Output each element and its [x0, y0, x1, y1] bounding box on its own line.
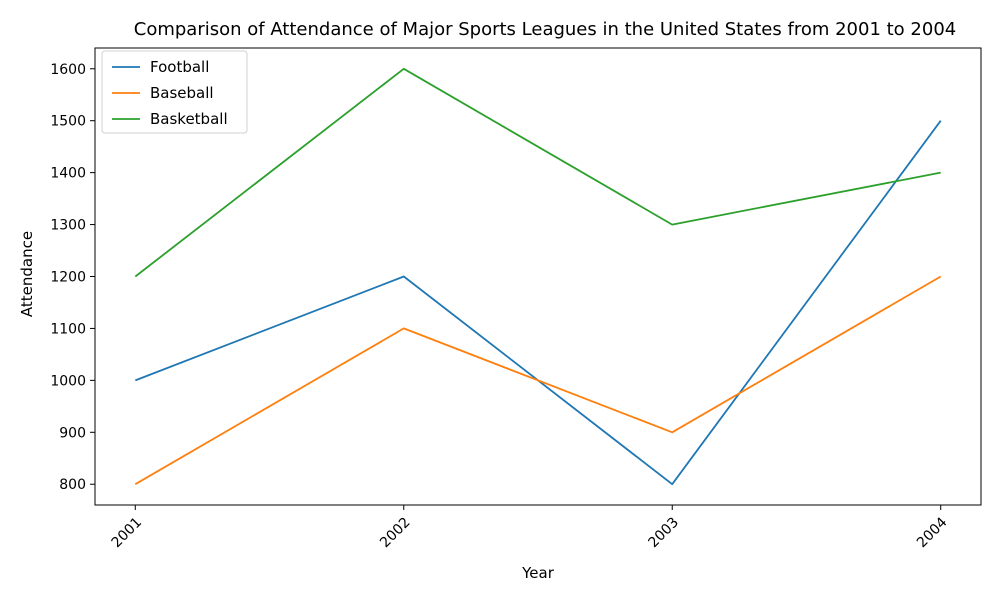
series-line-football [134, 120, 942, 486]
legend: Football Baseball Basketball [101, 50, 248, 134]
y-tick-label: 1400 [50, 166, 86, 182]
y-tick-label: 800 [59, 477, 86, 493]
y-tick-label: 1100 [50, 321, 86, 337]
x-tick-label: 2001 [109, 515, 146, 552]
x-axis-label: Year [521, 564, 555, 582]
y-tick-label: 1300 [50, 218, 86, 234]
series-lines [134, 67, 942, 486]
y-tick-label: 900 [59, 425, 86, 441]
y-tick-label: 1000 [50, 373, 86, 389]
x-tick-label: 2004 [914, 514, 951, 551]
legend-box [101, 50, 248, 134]
legend-label-football: Football [150, 58, 209, 76]
series-line-baseball [134, 275, 942, 485]
y-tick-label: 1500 [50, 114, 86, 130]
chart-title: Comparison of Attendance of Major Sports… [134, 19, 956, 40]
y-tick-label: 1600 [50, 62, 86, 78]
y-axis: 800 900 1000 1100 1200 1300 1400 1500 1600 [50, 62, 95, 493]
legend-label-baseball: Baseball [150, 84, 214, 102]
x-tick-label: 2002 [377, 515, 414, 552]
y-tick-label: 1200 [50, 270, 86, 286]
series-line-basketball [134, 67, 941, 278]
legend-label-basketball: Basketball [150, 110, 228, 128]
x-axis: 2001 2002 2003 2004 [109, 505, 951, 551]
y-axis-label: Attendance [18, 231, 36, 317]
x-tick-label: 2003 [646, 515, 683, 552]
